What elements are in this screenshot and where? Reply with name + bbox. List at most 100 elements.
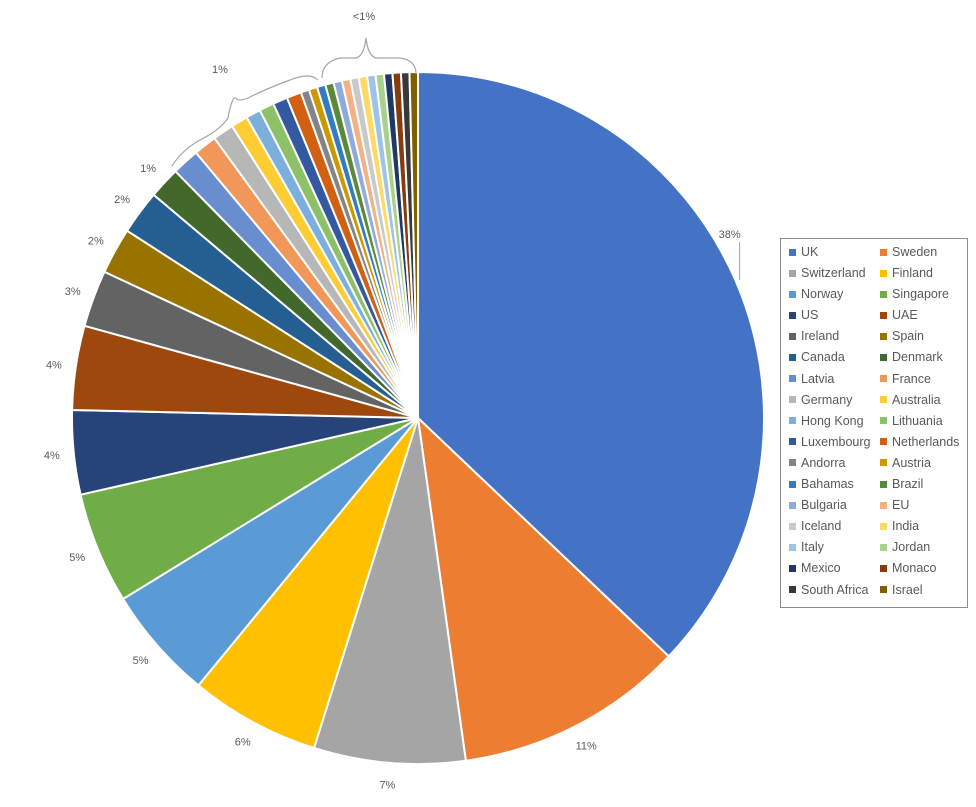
legend-item-israel: Israel: [880, 581, 971, 599]
legend-item-germany: Germany: [789, 391, 880, 409]
legend-swatch: [789, 353, 796, 361]
legend-label: Netherlands: [892, 434, 960, 449]
pie-slice-uk: [417, 70, 765, 658]
legend-item-mexico: Mexico: [789, 559, 880, 577]
legend-item-sweden: Sweden: [880, 243, 971, 261]
legend-swatch: [789, 586, 796, 593]
legend-label: Canada: [801, 350, 845, 365]
legend-label: Sweden: [892, 245, 938, 259]
legend-label: Lithuania: [892, 413, 943, 428]
legend-label: France: [892, 371, 931, 386]
legend-swatch: [880, 353, 887, 361]
legend-label: Spain: [892, 329, 924, 344]
legend-label: Australia: [892, 392, 941, 407]
legend-label: Bahamas: [801, 477, 854, 492]
legend-item-bahamas: Bahamas: [789, 475, 880, 493]
legend-item-spain: Spain: [880, 327, 971, 345]
legend-swatch: [880, 332, 887, 340]
legend-item-monaco: Monaco: [880, 559, 971, 577]
legend: UK Sweden Switzerland Finland Norway Singapor…: [780, 238, 968, 608]
data-label-norway: 5%: [133, 655, 149, 667]
brace-1pct: [171, 75, 319, 167]
legend-swatch: [789, 396, 796, 404]
legend-label: Monaco: [892, 561, 937, 576]
legend-item-ireland: Ireland: [789, 327, 880, 345]
data-label-uae: 4%: [46, 359, 62, 371]
legend-label: Luxembourg: [801, 434, 871, 449]
legend-item-france: France: [880, 370, 971, 388]
data-label-spain: 2%: [88, 235, 104, 247]
legend-swatch: [880, 375, 887, 383]
legend-swatch: [789, 459, 796, 467]
slices-layer: [71, 70, 765, 765]
legend-item-switzerland: Switzerland: [789, 264, 880, 282]
legend-label: UAE: [892, 308, 918, 323]
legend-label: Iceland: [801, 519, 842, 534]
legend-swatch: [880, 480, 887, 488]
legend-swatch: [880, 459, 887, 467]
legend-swatch: [789, 332, 796, 340]
legend-swatch: [880, 311, 887, 319]
legend-item-finland: Finland: [880, 264, 971, 282]
data-label-switzerland: 7%: [379, 780, 395, 792]
legend-swatch: [880, 248, 887, 256]
legend-label: Mexico: [801, 561, 841, 576]
legend-item-netherlands: Netherlands: [880, 433, 971, 451]
legend-label: Germany: [801, 392, 853, 407]
legend-label: Finland: [892, 266, 933, 281]
legend-label: India: [892, 519, 920, 534]
legend-label: Brazil: [892, 477, 924, 492]
legend-swatch: [789, 501, 796, 509]
legend-swatch: [789, 417, 796, 425]
data-label-canada: 2%: [114, 194, 130, 206]
legend-label: Andorra: [801, 455, 846, 470]
legend-label: Denmark: [892, 350, 943, 365]
legend-label: US: [801, 308, 819, 323]
legend-item-india: India: [880, 517, 971, 535]
legend-label: Singapore: [892, 287, 949, 302]
pie-slice-israel: [408, 70, 419, 419]
legend-label: Ireland: [801, 329, 840, 344]
legend-label: EU: [892, 498, 910, 513]
legend-item-australia: Australia: [880, 391, 971, 409]
legend-label: Latvia: [801, 371, 835, 386]
legend-item-denmark: Denmark: [880, 348, 971, 366]
legend-label: Italy: [801, 540, 824, 555]
legend-item-us: US: [789, 306, 880, 324]
legend-swatch: [880, 438, 887, 446]
legend-swatch: [789, 564, 796, 572]
legend-swatch: [789, 438, 796, 446]
legend-item-canada: Canada: [789, 348, 880, 366]
legend-swatch: [789, 375, 796, 383]
brace-less-than-1pct: [321, 37, 417, 79]
legend-item-south-africa: South Africa: [789, 581, 880, 599]
legend-grid: UK Sweden Switzerland Finland Norway Singapor…: [789, 243, 967, 599]
legend-swatch: [789, 290, 796, 298]
legend-swatch: [880, 396, 887, 404]
legend-swatch: [789, 543, 796, 551]
legend-label: Austria: [892, 455, 931, 470]
legend-item-singapore: Singapore: [880, 285, 971, 303]
legend-swatch: [789, 522, 796, 530]
pie-slice-sweden: [416, 415, 671, 762]
legend-item-luxembourg: Luxembourg: [789, 433, 880, 451]
data-label-sweden: 11%: [576, 740, 597, 752]
legend-item-lithuania: Lithuania: [880, 412, 971, 430]
legend-item-latvia: Latvia: [789, 370, 880, 388]
legend-label: Norway: [801, 287, 844, 302]
legend-item-uk: UK: [789, 243, 880, 261]
legend-swatch: [880, 501, 887, 509]
legend-swatch: [880, 522, 887, 530]
legend-item-andorra: Andorra: [789, 454, 880, 472]
legend-item-brazil: Brazil: [880, 475, 971, 493]
data-label-us: 4%: [44, 450, 60, 462]
legend-item-austria: Austria: [880, 454, 971, 472]
legend-swatch: [880, 417, 887, 425]
legend-swatch: [880, 564, 887, 572]
legend-label: Hong Kong: [801, 413, 864, 428]
legend-swatch: [789, 269, 796, 277]
legend-swatch: [789, 248, 796, 256]
data-label-ireland: 3%: [65, 286, 81, 298]
